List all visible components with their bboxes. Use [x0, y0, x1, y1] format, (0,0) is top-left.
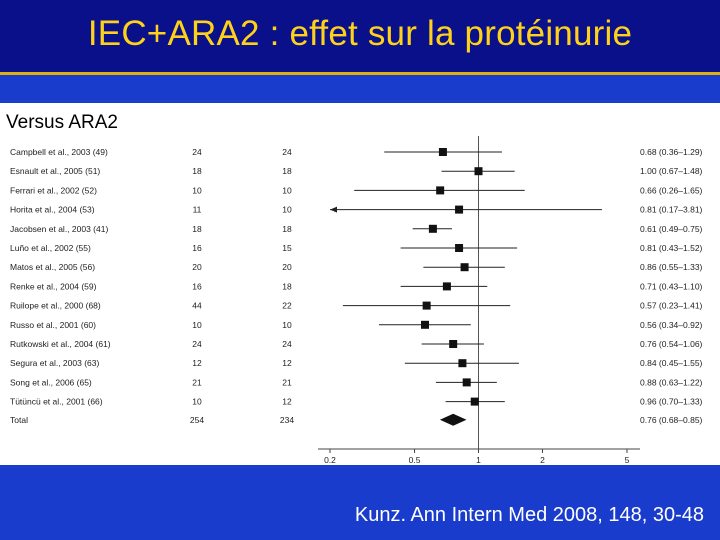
study-ci-text: 0.81 (0.17–3.81) — [640, 205, 703, 215]
study-label: Song et al., 2006 (65) — [10, 377, 92, 387]
x-tick-label: 5 — [625, 455, 630, 465]
point-estimate — [438, 148, 447, 156]
study-n-group1: 12 — [192, 358, 202, 368]
x-tick-label: 1 — [476, 455, 481, 465]
point-estimate — [455, 205, 464, 214]
study-n-group2: 20 — [282, 262, 292, 272]
study-label: Russo et al., 2001 (60) — [10, 320, 96, 330]
study-ci-text: 0.76 (0.54–1.06) — [640, 339, 703, 349]
study-n-group1: 16 — [192, 281, 202, 291]
study-ci-text: 0.84 (0.45–1.55) — [640, 358, 703, 368]
study-label: Renke et al., 2004 (59) — [10, 281, 97, 291]
study-ci-text: 0.71 (0.43–1.10) — [640, 281, 703, 291]
study-n-group1: 11 — [193, 205, 202, 215]
total-n-group2: 234 — [280, 415, 294, 425]
x-tick-label: 2 — [540, 455, 545, 465]
study-n-group2: 18 — [282, 166, 292, 176]
study-n-group1: 16 — [192, 243, 202, 253]
study-n-group2: 15 — [282, 243, 292, 253]
title-bar — [0, 0, 720, 72]
point-estimate — [422, 301, 431, 310]
pooled-diamond — [439, 413, 467, 426]
point-estimate — [449, 340, 458, 348]
x-tick-label: 0.5 — [409, 455, 421, 465]
study-label: Horita et al., 2004 (53) — [10, 205, 95, 215]
study-label: Ruilope et al., 2000 (68) — [10, 301, 101, 311]
blue-band — [0, 75, 720, 103]
study-n-group2: 18 — [282, 281, 292, 291]
total-label: Total — [10, 415, 28, 425]
study-label: Esnault et al., 2005 (51) — [10, 166, 100, 176]
point-estimate — [470, 397, 479, 406]
point-estimate — [428, 224, 437, 233]
study-n-group1: 21 — [192, 377, 202, 387]
study-ci-text: 0.81 (0.43–1.52) — [640, 243, 703, 253]
study-ci-text: 1.00 (0.67–1.48) — [640, 166, 703, 176]
study-n-group1: 24 — [192, 339, 202, 349]
point-estimate — [442, 282, 451, 291]
study-n-group1: 10 — [192, 397, 202, 407]
study-label: Ferrari et al., 2002 (52) — [10, 185, 97, 195]
footer-band — [0, 465, 720, 540]
study-label: Segura et al., 2003 (63) — [10, 358, 99, 368]
study-n-group1: 20 — [192, 262, 202, 272]
citation: Kunz. Ann Intern Med 2008, 148, 30-48 — [354, 504, 704, 526]
study-n-group2: 10 — [282, 185, 292, 195]
study-n-group2: 21 — [282, 377, 292, 387]
chart-panel — [0, 103, 720, 465]
study-label: Matos et al., 2005 (56) — [10, 262, 95, 272]
point-estimate — [421, 320, 430, 329]
total-ci-text: 0.76 (0.68–0.85) — [640, 415, 703, 425]
study-n-group1: 10 — [192, 320, 202, 330]
x-tick-label: 0.2 — [324, 455, 336, 465]
study-ci-text: 0.66 (0.26–1.65) — [640, 185, 703, 195]
total-n-group1: 254 — [190, 415, 204, 425]
ci-arrow — [330, 206, 337, 213]
study-ci-text: 0.68 (0.36–1.29) — [640, 147, 703, 157]
study-label: Rutkowski et al., 2004 (61) — [10, 339, 111, 349]
study-ci-text: 0.61 (0.49–0.75) — [640, 224, 703, 234]
study-n-group2: 12 — [282, 397, 292, 407]
study-n-group1: 18 — [192, 166, 202, 176]
point-estimate — [460, 263, 469, 272]
study-n-group2: 18 — [282, 224, 292, 234]
point-estimate — [458, 359, 467, 368]
study-label: Tütüncü et al., 2001 (66) — [10, 397, 103, 407]
point-estimate — [436, 186, 445, 195]
study-ci-text: 0.57 (0.23–1.41) — [640, 301, 703, 311]
title-underline — [0, 72, 720, 75]
study-label: Luño et al., 2002 (55) — [10, 243, 91, 253]
study-n-group2: 10 — [282, 205, 292, 215]
study-n-group1: 44 — [192, 301, 202, 311]
study-ci-text: 0.86 (0.55–1.33) — [640, 262, 703, 272]
point-estimate — [455, 244, 464, 252]
study-n-group2: 24 — [282, 339, 292, 349]
study-n-group1: 18 — [192, 224, 202, 234]
study-n-group2: 22 — [282, 301, 292, 311]
slide-title: IEC+ARA2 : effet sur la protéinurie — [87, 14, 633, 53]
study-n-group1: 10 — [192, 185, 202, 195]
study-label: Jacobsen et al., 2003 (41) — [10, 224, 108, 234]
study-n-group2: 24 — [282, 147, 292, 157]
point-estimate — [462, 378, 471, 387]
study-n-group1: 24 — [192, 147, 202, 157]
point-estimate — [474, 167, 483, 176]
study-ci-text: 0.56 (0.34–0.92) — [640, 320, 703, 330]
study-label: Campbell et al., 2003 (49) — [10, 147, 108, 157]
study-n-group2: 10 — [282, 320, 292, 330]
study-n-group2: 12 — [282, 358, 292, 368]
study-ci-text: 0.88 (0.63–1.22) — [640, 377, 703, 387]
study-ci-text: 0.96 (0.70–1.33) — [640, 397, 703, 407]
panel-subtitle: Versus ARA2 — [6, 112, 118, 133]
